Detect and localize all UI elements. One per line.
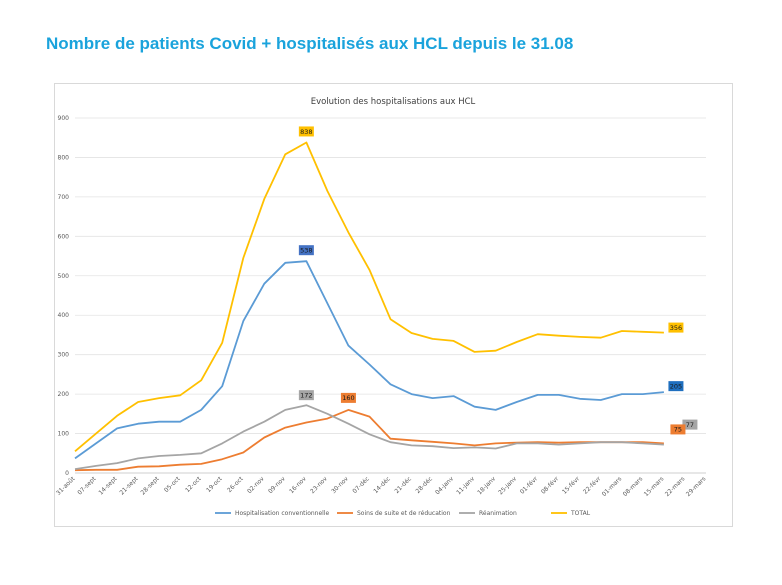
y-tick-label: 600 xyxy=(58,233,70,240)
x-tick-label: 15-mars xyxy=(643,475,666,498)
x-tick-label: 08-mars xyxy=(622,475,645,498)
x-tick-label: 26-oct xyxy=(226,475,245,494)
y-tick-label: 400 xyxy=(58,312,70,319)
y-tick-label: 0 xyxy=(65,470,69,477)
x-tick-label: 29-mars xyxy=(685,475,708,498)
x-tick-label: 25-janv xyxy=(497,475,518,496)
x-tick-label: 09-nov xyxy=(267,475,287,495)
x-tick-label: 11-janv xyxy=(455,475,476,496)
x-tick-label: 30-nov xyxy=(330,475,350,495)
data-label: 77 xyxy=(686,421,694,429)
gridlines xyxy=(75,117,706,474)
data-label-box xyxy=(298,126,314,137)
page-title: Nombre de patients Covid + hospitalisés … xyxy=(46,34,574,53)
x-tick-label: 14-sept xyxy=(97,475,119,497)
x-tick-label: 28-déc xyxy=(414,475,434,495)
legend-label: TOTAL xyxy=(570,510,591,517)
line-chart: Evolution des hospitalisations aux HCL 0… xyxy=(55,97,707,517)
series-lines xyxy=(74,141,664,472)
x-tick-label: 07-déc xyxy=(351,475,371,495)
x-tick-label: 05-oct xyxy=(163,475,182,494)
data-labels: 838 538 172 160 356 205 77 75 xyxy=(298,126,698,435)
legend: Hospitalisation conventionnelle Soins de … xyxy=(215,510,591,517)
data-label-box xyxy=(668,381,684,392)
x-tick-label: 15-févr xyxy=(561,475,582,496)
x-tick-label: 21-sept xyxy=(118,475,140,497)
data-label-box xyxy=(682,419,698,430)
chart-frame: Evolution des hospitalisations aux HCL 0… xyxy=(54,83,733,527)
x-axis: 31-août 07-sept 14-sept 21-sept 28-sept 05-oc… xyxy=(55,475,707,498)
y-tick-label: 300 xyxy=(58,352,70,359)
y-tick-label: 100 xyxy=(58,431,70,438)
series-line-3 xyxy=(74,141,664,452)
x-tick-label: 22-mars xyxy=(664,475,687,498)
x-tick-label: 07-sept xyxy=(76,475,98,497)
y-tick-label: 800 xyxy=(58,154,70,161)
legend-label: Hospitalisation conventionnelle xyxy=(235,510,329,517)
y-axis: 0 100 200 300 400 500 600 700 800 900 xyxy=(58,115,70,477)
x-tick-label: 31-août xyxy=(55,475,77,497)
x-tick-label: 16-nov xyxy=(288,475,308,495)
series-line-0 xyxy=(74,260,664,460)
data-label: 160 xyxy=(342,394,354,402)
y-tick-label: 900 xyxy=(58,115,70,122)
data-label: 838 xyxy=(300,128,312,136)
data-label-box xyxy=(670,424,686,435)
x-tick-label: 02-nov xyxy=(246,475,266,495)
y-tick-label: 700 xyxy=(58,194,70,201)
data-label: 172 xyxy=(300,391,312,399)
y-tick-label: 200 xyxy=(58,391,70,398)
x-tick-label: 23-nov xyxy=(309,475,329,495)
y-tick-label: 500 xyxy=(58,273,70,280)
legend-label: Soins de suite et de réducation xyxy=(357,510,451,517)
x-tick-label: 22-févr xyxy=(582,475,603,496)
data-label: 356 xyxy=(670,324,682,332)
x-tick-label: 12-oct xyxy=(184,475,203,494)
x-tick-label: 01-févr xyxy=(519,475,540,496)
data-label: 205 xyxy=(670,382,682,390)
series-line-2 xyxy=(74,404,664,470)
x-tick-label: 18-janv xyxy=(476,475,497,496)
x-tick-label: 08-févr xyxy=(540,475,561,496)
data-label: 538 xyxy=(300,246,312,254)
x-tick-label: 28-sept xyxy=(139,475,161,497)
x-tick-label: 14-déc xyxy=(372,475,392,495)
data-label: 75 xyxy=(674,426,682,434)
x-tick-label: 04-janv xyxy=(434,475,455,496)
legend-label: Réanimation xyxy=(479,510,517,517)
series-line-1 xyxy=(74,409,664,472)
data-label-box xyxy=(340,392,356,403)
x-tick-label: 21-déc xyxy=(393,475,413,495)
data-label-box xyxy=(668,322,684,333)
data-label-box xyxy=(298,390,314,401)
data-label-box xyxy=(298,245,314,256)
chart-title: Evolution des hospitalisations aux HCL xyxy=(311,97,476,107)
x-tick-label: 19-oct xyxy=(205,475,224,494)
x-tick-label: 01-mars xyxy=(601,475,624,498)
